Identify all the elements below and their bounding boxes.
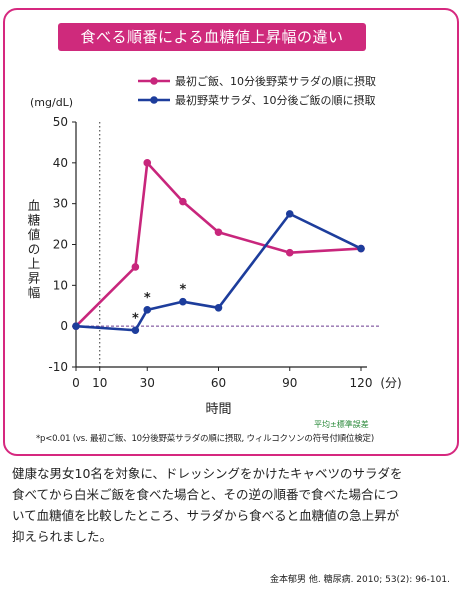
series-2-point xyxy=(179,297,187,306)
y-tick-label: 40 xyxy=(53,156,68,170)
legend-marker-1 xyxy=(150,77,158,85)
series-2-point xyxy=(72,322,80,330)
y-tick-label: 50 xyxy=(53,115,68,129)
significance-marker: * xyxy=(144,291,151,306)
x-axis-label: 時間 xyxy=(205,402,231,417)
x-tick-label: 0 xyxy=(72,376,80,390)
y-unit-label: (mg/dL) xyxy=(30,96,73,109)
y-tick-label: -10 xyxy=(48,360,68,374)
legend-label-2: 最初野菜サラダ、10分後ご飯の順に摂取 xyxy=(175,93,375,107)
y-tick-label: 0 xyxy=(60,319,68,333)
y-axis-label-char: の xyxy=(28,242,41,257)
series-line-1 xyxy=(75,161,362,328)
error-note: 平均±標準誤差 xyxy=(314,420,369,429)
caption-text: 健康な男女10名を対象に、ドレッシングをかけたキャベツのサラダを 食べてから白米… xyxy=(12,466,403,544)
y-tick-label: 10 xyxy=(53,278,68,292)
series-2-point xyxy=(285,210,294,218)
x-unit-label: (分) xyxy=(380,376,401,390)
significance-marker: * xyxy=(132,311,139,326)
series-1-point xyxy=(131,263,140,271)
series-layer: * * * xyxy=(72,159,365,335)
legend-marker-2 xyxy=(150,96,158,104)
y-axis-label-char: 値 xyxy=(28,227,41,242)
axes: -10 0 10 20 30 40 50 0 10 30 60 90 120 (分) 時間 (mg/dL) 血糖… xyxy=(28,96,402,417)
x-tick-label: 60 xyxy=(211,376,226,390)
series-2-point xyxy=(214,303,223,312)
significance-footnote: *p<0.01 (vs. 最初ご飯、10分後野菜サラダの順に摂取, ウィルコクソ… xyxy=(36,434,374,444)
y-tick-label: 30 xyxy=(53,197,68,211)
series-2-point xyxy=(131,326,140,335)
x-tick-label: 10 xyxy=(92,376,107,390)
y-axis-label-char: 糖 xyxy=(28,213,41,228)
y-axis-label-char: 血 xyxy=(28,198,41,213)
series-1-point xyxy=(214,228,223,237)
figure-frame xyxy=(3,8,459,456)
y-axis-label-char: 昇 xyxy=(28,271,41,286)
series-1-point xyxy=(143,159,152,167)
y-axis-label-char: 幅 xyxy=(28,285,41,300)
significance-marker: * xyxy=(179,283,186,298)
x-tick-label: 30 xyxy=(140,376,155,390)
x-tick-label: 90 xyxy=(282,376,297,390)
series-2-point xyxy=(143,306,152,314)
x-tick-label: 120 xyxy=(350,376,373,390)
series-1-point xyxy=(179,197,187,206)
series-2-point xyxy=(357,244,365,253)
series-1-point xyxy=(285,248,294,257)
citation: 金本郁男 他. 糖尿病. 2010; 53(2): 96-101. xyxy=(270,575,450,585)
chart-title: 食べる順番による血糖値上昇幅の違い xyxy=(58,23,366,51)
y-tick-label: 20 xyxy=(53,238,68,252)
legend-label-1: 最初ご飯、10分後野菜サラダの順に摂取 xyxy=(175,74,376,88)
y-axis-label-char: 上 xyxy=(28,256,41,271)
